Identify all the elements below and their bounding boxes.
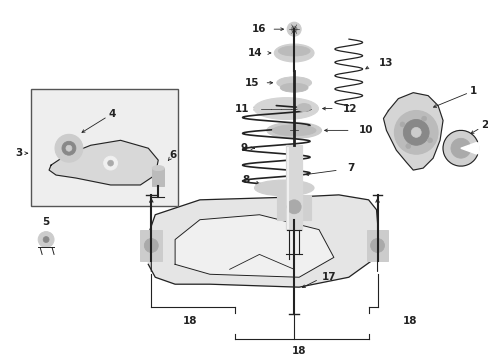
Circle shape (286, 200, 301, 214)
Ellipse shape (272, 125, 315, 136)
Text: 2: 2 (480, 121, 488, 130)
Text: 7: 7 (346, 163, 353, 173)
Circle shape (421, 116, 426, 121)
Circle shape (55, 134, 82, 162)
Text: 5: 5 (42, 217, 50, 227)
Polygon shape (49, 140, 158, 185)
Text: 6: 6 (169, 150, 176, 160)
Bar (140, 230, 162, 261)
Text: 18: 18 (183, 316, 197, 326)
Circle shape (427, 138, 431, 143)
Ellipse shape (280, 83, 307, 92)
Circle shape (394, 111, 437, 154)
Text: 18: 18 (291, 346, 306, 356)
Bar (285, 145, 302, 230)
Circle shape (66, 145, 72, 151)
Circle shape (103, 156, 117, 170)
Circle shape (43, 237, 49, 243)
Circle shape (403, 120, 428, 145)
Circle shape (62, 141, 76, 155)
Circle shape (38, 231, 54, 247)
Bar (31, 89, 178, 206)
Text: 8: 8 (242, 175, 249, 185)
Text: 1: 1 (469, 86, 476, 96)
Circle shape (405, 144, 410, 149)
Polygon shape (148, 195, 378, 287)
Circle shape (450, 138, 470, 158)
Text: 15: 15 (244, 78, 259, 88)
Ellipse shape (254, 180, 313, 196)
Text: 13: 13 (378, 58, 392, 68)
Bar (366, 230, 387, 261)
Text: 17: 17 (321, 272, 336, 282)
Circle shape (286, 22, 301, 36)
Text: 12: 12 (342, 104, 357, 113)
Circle shape (399, 122, 404, 127)
Circle shape (410, 127, 420, 137)
Circle shape (370, 239, 384, 252)
Text: 3: 3 (16, 148, 23, 158)
Ellipse shape (253, 98, 318, 120)
Ellipse shape (266, 122, 321, 138)
Wedge shape (460, 142, 478, 154)
Ellipse shape (276, 77, 311, 89)
Text: 4: 4 (109, 108, 116, 118)
Ellipse shape (152, 166, 164, 171)
Bar (277, 195, 310, 220)
Circle shape (144, 239, 158, 252)
Circle shape (442, 130, 478, 166)
Text: 18: 18 (402, 316, 417, 326)
Ellipse shape (274, 44, 313, 62)
Text: 11: 11 (235, 104, 249, 113)
Circle shape (291, 26, 297, 32)
Text: 14: 14 (247, 48, 262, 58)
Ellipse shape (278, 46, 309, 56)
Bar (152, 168, 164, 186)
Text: 16: 16 (251, 24, 266, 34)
Text: 10: 10 (358, 125, 372, 135)
Polygon shape (383, 93, 442, 170)
Polygon shape (175, 215, 333, 277)
Circle shape (107, 160, 113, 166)
Text: 9: 9 (240, 143, 247, 153)
Ellipse shape (297, 104, 310, 112)
